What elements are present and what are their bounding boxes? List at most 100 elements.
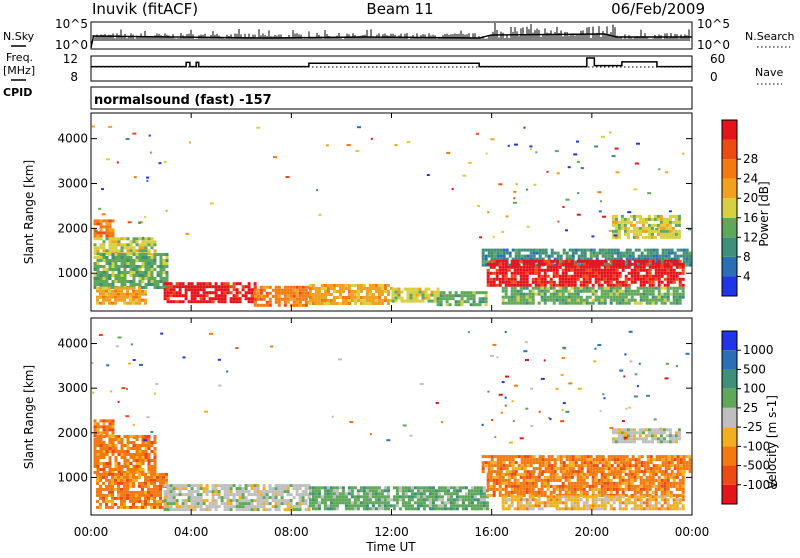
data-cell [619,488,622,491]
data-cell [580,473,583,476]
data-cell [547,504,550,507]
data-cell [402,486,405,489]
data-cell [97,249,100,252]
data-cell [623,458,626,461]
data-cell [553,293,556,296]
data-cell [218,493,221,496]
data-cell [625,281,628,284]
data-cell [102,296,105,299]
data-cell [94,438,97,441]
data-cell [129,497,132,500]
data-cell [324,486,327,489]
data-cell [164,297,167,300]
data-cell [575,461,578,464]
data-cell [499,278,502,281]
data-cell [109,231,112,234]
data-cell [266,301,269,304]
data-cell [100,462,103,465]
data-cell [375,507,378,510]
data-cell [523,494,526,497]
data-cell [595,272,598,275]
data-cell [278,499,281,502]
data-cell [586,501,589,504]
data-cell [649,498,652,501]
freq-label-line1: Freq. [6,51,33,64]
data-cell [581,458,584,461]
data-cell [227,496,230,499]
data-cell [121,441,124,444]
data-cell [686,461,689,464]
data-cell [94,277,97,280]
data-cell [586,275,589,278]
data-cell [565,476,568,479]
data-cell [607,293,610,296]
data-cell [416,294,419,297]
data-cell [166,265,169,268]
data-cell [458,294,461,297]
data-cell [610,482,613,485]
data-cell [133,249,136,252]
data-cell [209,297,212,300]
data-cell [595,495,598,498]
data-cell [635,461,638,464]
data-cell [387,507,390,510]
data-cell [683,455,686,458]
data-cell [366,299,369,302]
data-cell [318,214,321,216]
data-cell [596,458,599,461]
data-cell [509,470,512,473]
data-cell [109,441,112,444]
data-cell [506,249,509,252]
data-cell [396,495,399,498]
data-cell [559,284,562,287]
data-cell [657,218,660,221]
data-cell [132,494,135,497]
data-cell [236,508,239,511]
data-cell [221,297,224,300]
data-cell [431,291,434,294]
data-cell [126,488,129,491]
data-cell [164,282,167,285]
data-cell [629,467,632,470]
data-cell [670,302,673,305]
data-cell [659,467,662,470]
data-cell [505,272,508,275]
data-cell [112,249,115,252]
data-cell [572,249,575,252]
data-cell [562,278,565,281]
data-cell [523,269,526,272]
data-cell [453,498,456,501]
data-cell [541,482,544,485]
data-cell [257,499,260,502]
data-cell [622,281,625,284]
data-cell [378,498,381,501]
data-cell [618,224,621,227]
data-cell [647,458,650,461]
data-cell [572,467,575,470]
data-cell [547,263,550,266]
data-cell [106,225,109,228]
data-cell [102,476,105,479]
data-cell [257,490,260,493]
data-cell [248,285,251,288]
data-cell [488,249,491,252]
data-cell [136,259,139,262]
data-cell [408,498,411,501]
data-cell [560,464,563,467]
data-cell [278,289,281,292]
data-cell [153,479,156,482]
data-cell [523,504,526,507]
data-cell [129,506,132,509]
data-cell [411,492,414,495]
data-cell [327,498,330,501]
data-cell [665,461,668,464]
data-cell [117,488,120,491]
data-cell [487,479,490,482]
data-cell [324,290,327,293]
data-cell [599,210,602,212]
data-cell [682,473,685,476]
data-cell [166,277,169,280]
data-cell [266,496,269,499]
data-cell [511,260,514,263]
data-cell [566,199,570,201]
